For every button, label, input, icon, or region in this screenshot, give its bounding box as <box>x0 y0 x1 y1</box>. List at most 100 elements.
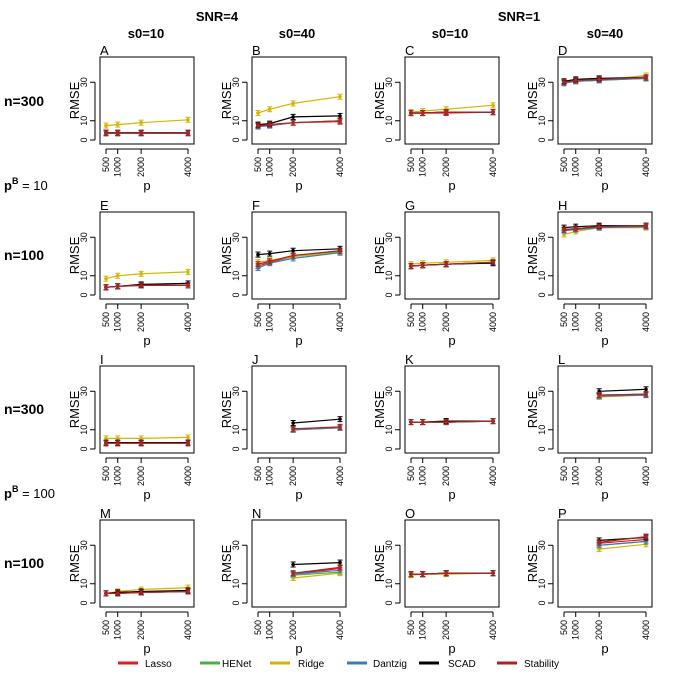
x-tick-label-m-4000: 4000 <box>183 620 193 640</box>
point-b-stability-2000 <box>291 120 295 125</box>
y-tick-label-p-10: 10 <box>537 579 547 589</box>
y-tick-label-k-10: 10 <box>384 425 394 435</box>
y-tick-label-h-10: 10 <box>537 271 547 281</box>
x-axis-label-a: p <box>143 178 150 193</box>
x-tick-label-p-4000: 4000 <box>641 620 651 640</box>
x-axis-label-o: p <box>448 641 455 656</box>
panel-frame-m <box>99 519 195 608</box>
panel-letter-f: F <box>252 198 260 213</box>
group-label-pb100: pB = 100 <box>4 484 55 501</box>
series-line-k-stability <box>411 420 494 423</box>
y-axis-label-g: RMSE <box>372 236 387 274</box>
x-tick-label-n-4000: 4000 <box>335 620 345 640</box>
point-j-stability-2000 <box>291 426 295 431</box>
x-axis-label-e: p <box>143 333 150 348</box>
y-tick-label-o-0: 0 <box>384 600 394 605</box>
panel-letter-h: H <box>558 198 567 213</box>
point-o-stability-2000 <box>444 571 448 575</box>
point-n-scad-2000 <box>291 562 295 567</box>
point-i-stability-500 <box>104 441 108 446</box>
panel-letter-d: D <box>558 43 567 58</box>
point-b-ridge-1000 <box>267 107 272 111</box>
x-tick-label-n-2000: 2000 <box>288 620 298 640</box>
x-tick-label-o-2000: 2000 <box>441 620 451 640</box>
x-tick-label-l-4000: 4000 <box>641 466 651 486</box>
x-tick-label-j-1000: 1000 <box>265 466 275 486</box>
x-tick-label-p-500: 500 <box>559 620 569 635</box>
panel-letter-e: E <box>100 198 109 213</box>
point-c-stability-2000 <box>444 110 448 114</box>
point-d-stability-1000 <box>573 78 578 83</box>
col-title-1: s0=10 <box>128 26 165 41</box>
series-line-b-scad <box>257 115 341 126</box>
y-tick-label-e-30: 30 <box>79 232 89 242</box>
series-line-b-stability <box>257 120 341 127</box>
point-e-stability-4000 <box>186 283 190 288</box>
x-tick-label-c-1000: 1000 <box>418 157 428 177</box>
x-axis-label-m: p <box>143 641 150 656</box>
point-l-scad-4000 <box>644 387 648 392</box>
series-line-f-stability <box>257 250 341 265</box>
series-line-j-scad <box>293 418 341 424</box>
legend-label-stability: Stability <box>524 659 559 670</box>
x-tick-label-m-500: 500 <box>101 620 111 635</box>
x-tick-label-i-2000: 2000 <box>136 466 146 486</box>
legend-item-stability: Stability <box>497 659 559 670</box>
x-tick-label-j-4000: 4000 <box>335 466 345 486</box>
x-tick-label-f-500: 500 <box>253 312 263 327</box>
x-tick-label-m-2000: 2000 <box>136 620 146 640</box>
panel-letter-p: P <box>558 506 567 521</box>
point-h-stability-4000 <box>644 223 648 228</box>
y-axis-label-i: RMSE <box>67 390 82 428</box>
x-tick-label-d-1000: 1000 <box>571 157 581 177</box>
x-tick-label-a-500: 500 <box>101 157 111 172</box>
x-tick-label-g-500: 500 <box>406 312 416 327</box>
point-j-scad-4000 <box>338 417 342 421</box>
panel-letter-m: M <box>100 506 111 521</box>
point-b-scad-2000 <box>291 115 295 119</box>
y-axis-label-o: RMSE <box>372 544 387 582</box>
x-tick-label-h-4000: 4000 <box>641 312 651 332</box>
legend-label-lasso: Lasso <box>145 659 172 670</box>
x-axis-label-c: p <box>448 178 455 193</box>
y-tick-label-a-30: 30 <box>79 77 89 87</box>
panel-letter-g: G <box>405 198 415 213</box>
y-tick-label-c-30: 30 <box>384 77 394 87</box>
x-tick-label-j-500: 500 <box>253 466 263 481</box>
snr4-title: SNR=4 <box>196 9 239 24</box>
point-o-stability-1000 <box>420 572 425 576</box>
x-tick-label-p-1000: 1000 <box>571 620 581 640</box>
y-tick-label-l-10: 10 <box>537 425 547 435</box>
y-tick-label-d-0: 0 <box>537 137 547 142</box>
y-tick-label-d-10: 10 <box>537 116 547 126</box>
x-tick-label-e-2000: 2000 <box>136 312 146 332</box>
panel-frame-e <box>99 211 195 300</box>
y-axis-label-l: RMSE <box>525 390 540 428</box>
y-axis-label-b: RMSE <box>219 81 234 119</box>
col-title-2: s0=40 <box>279 26 316 41</box>
x-tick-label-i-1000: 1000 <box>113 466 123 486</box>
panel-frame-j <box>251 365 347 454</box>
legend-label-henet: HENet <box>222 659 252 670</box>
x-tick-label-k-4000: 4000 <box>488 466 498 486</box>
panel-letter-i: I <box>100 352 104 367</box>
y-tick-label-l-0: 0 <box>537 446 547 451</box>
series-line-c-ridge <box>410 104 494 113</box>
x-axis-label-h: p <box>601 333 608 348</box>
x-tick-label-f-1000: 1000 <box>265 312 275 332</box>
x-axis-label-b: p <box>295 178 302 193</box>
x-tick-label-f-2000: 2000 <box>288 312 298 332</box>
series-line-h-stability <box>563 225 647 231</box>
series-line-g-stability <box>410 261 494 267</box>
y-tick-label-m-0: 0 <box>79 600 89 605</box>
point-p-stability-2000 <box>597 540 601 545</box>
point-i-ridge-500 <box>104 436 108 441</box>
panel-frame-b <box>251 56 347 145</box>
